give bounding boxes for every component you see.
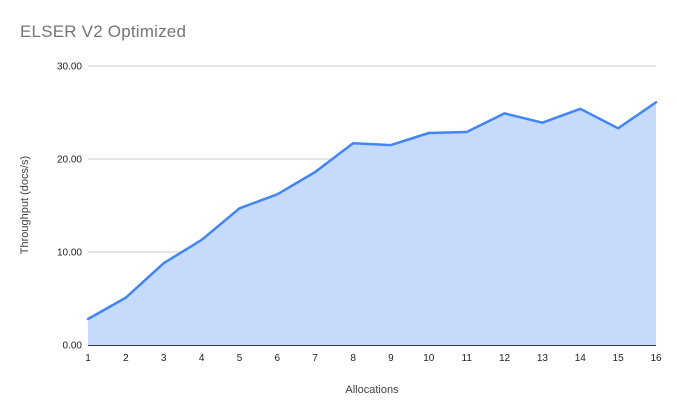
x-tick-label-14: 15 bbox=[613, 353, 625, 364]
x-tick-label-4: 5 bbox=[237, 353, 243, 364]
y-tick-label-1: 10.00 bbox=[57, 248, 82, 259]
chart-title: ELSER V2 Optimized bbox=[20, 22, 187, 41]
x-tick-label-12: 13 bbox=[537, 353, 549, 364]
x-tick-label-13: 14 bbox=[575, 353, 587, 364]
y-axis-title: Throughput (docs/s) bbox=[19, 155, 31, 255]
x-tick-label-0: 1 bbox=[85, 353, 91, 364]
x-tick-label-11: 12 bbox=[499, 353, 511, 364]
y-tick-label-2: 20.00 bbox=[57, 155, 82, 166]
x-tick-label-6: 7 bbox=[312, 353, 318, 364]
x-tick-label-2: 3 bbox=[161, 353, 167, 364]
x-tick-label-3: 4 bbox=[199, 353, 205, 364]
x-axis-title: Allocations bbox=[345, 384, 399, 396]
series-area-fill bbox=[88, 102, 656, 345]
x-tick-label-15: 16 bbox=[650, 353, 662, 364]
x-tick-label-7: 8 bbox=[350, 353, 356, 364]
x-tick-label-10: 11 bbox=[462, 353, 473, 364]
x-tick-label-1: 2 bbox=[123, 353, 129, 364]
series-line bbox=[86, 101, 658, 321]
y-tick-label-3: 30.00 bbox=[57, 62, 82, 73]
x-tick-label-9: 10 bbox=[423, 353, 435, 364]
x-tick-label-5: 6 bbox=[275, 353, 281, 364]
y-tick-label-0: 0.00 bbox=[63, 341, 83, 352]
x-tick-label-8: 9 bbox=[388, 353, 394, 364]
